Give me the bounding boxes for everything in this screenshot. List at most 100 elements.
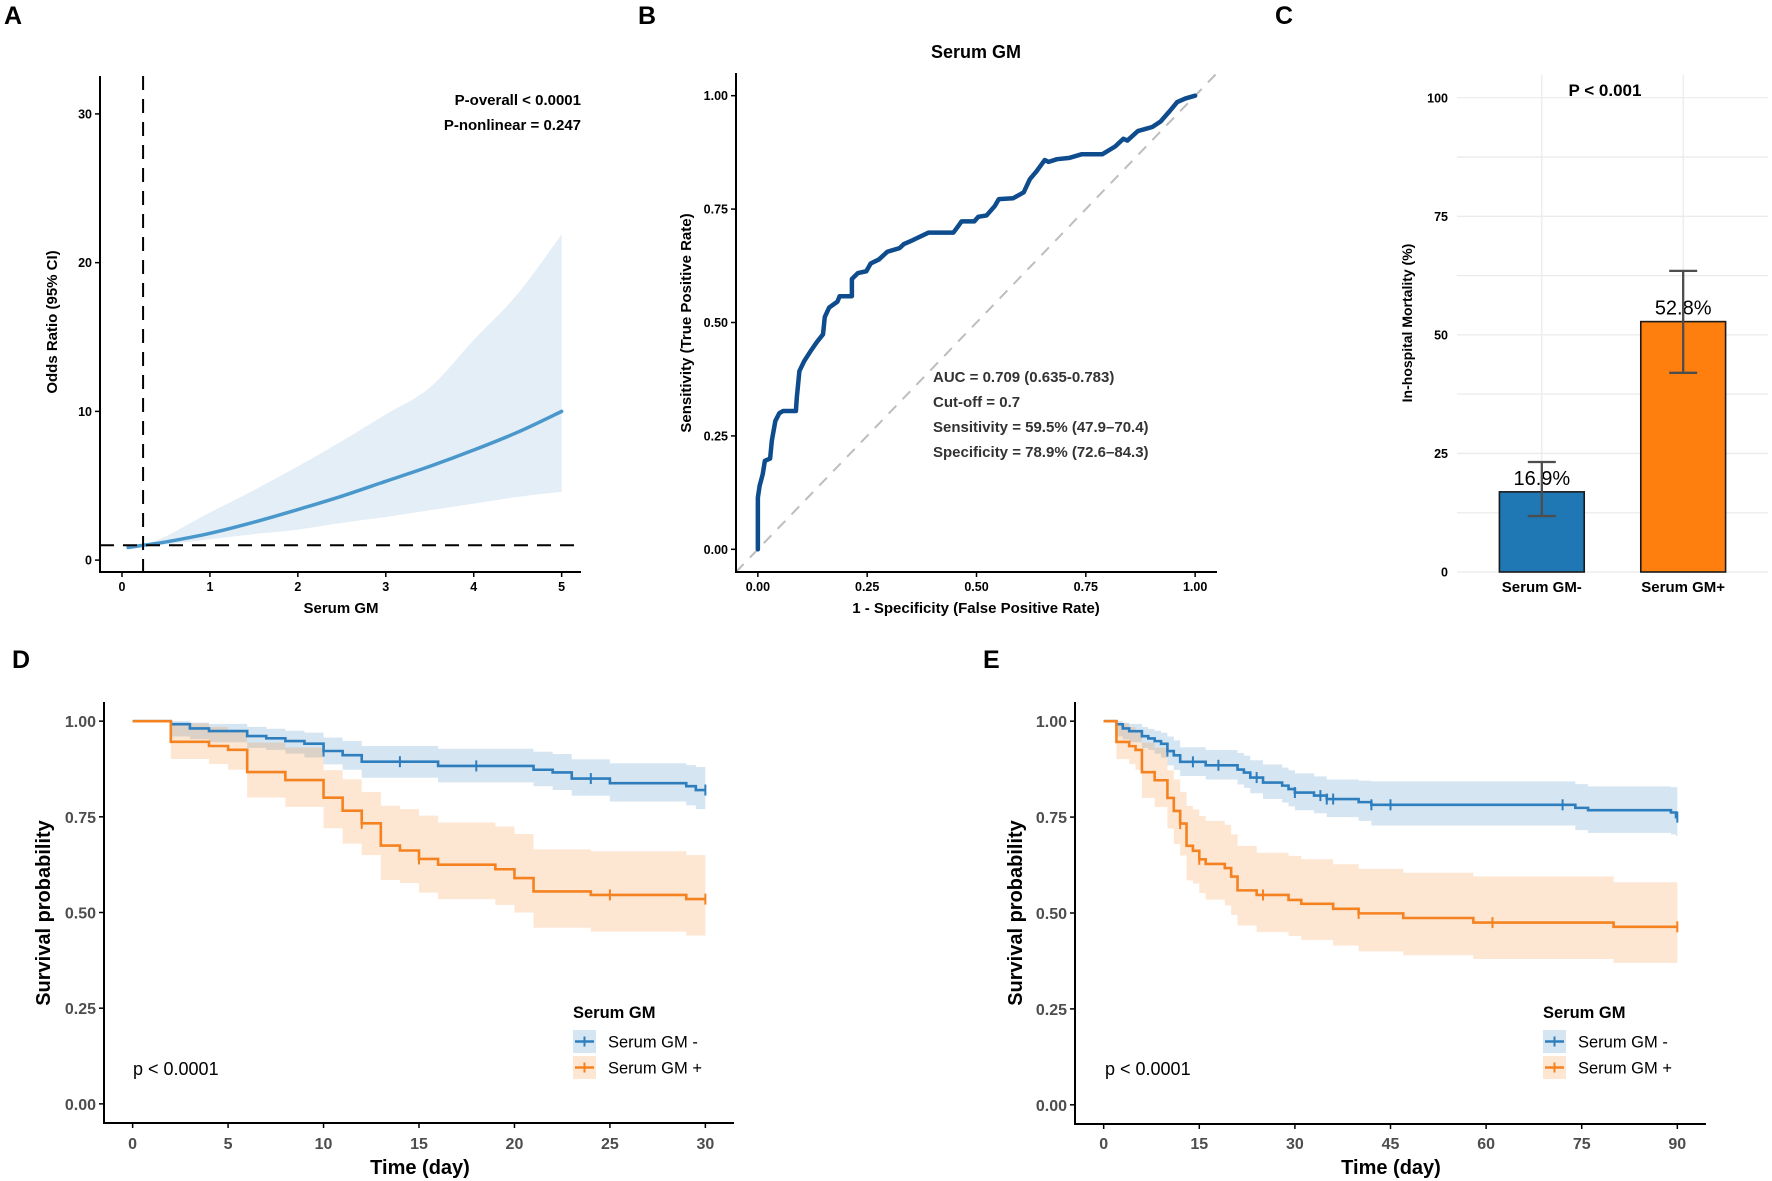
legend-label: Serum GM +: [1578, 1060, 1672, 1078]
y-tick-label: 75: [1434, 210, 1448, 224]
survival-curve-serum-gm-negative: [1103, 719, 1678, 819]
legend-item-serum-gm-negative: Serum GM -: [1543, 1030, 1668, 1053]
y-tick-label: 0.75: [1036, 810, 1067, 827]
x-tick-label: 5: [558, 580, 565, 594]
x-tick-label: 15: [410, 1136, 428, 1153]
y-tick-label: 10: [78, 405, 92, 419]
x-tick-label: 0: [128, 1136, 137, 1153]
logrank-p-value: p < 0.0001: [1105, 1059, 1191, 1079]
chart-title: Serum GM: [931, 42, 1021, 62]
x-tick-label: 0.50: [964, 580, 988, 594]
y-tick-label: 0: [85, 554, 92, 568]
x-axis-title: Serum GM: [303, 600, 378, 617]
roc-curve: [755, 93, 1198, 552]
y-tick-label: 0.00: [1036, 1098, 1067, 1115]
cutoff-annotation: Cut-off = 0.7: [933, 394, 1020, 411]
legend-label: Serum GM -: [608, 1034, 698, 1052]
ci-band-serum-gm-negative: [1103, 721, 1678, 837]
logrank-p-value: p < 0.0001: [133, 1059, 219, 1079]
y-tick-label: 20: [78, 256, 92, 270]
x-tick-label: 0: [1099, 1136, 1108, 1153]
panel-label-d: D: [12, 646, 30, 674]
x-tick-label: 0.00: [746, 580, 770, 594]
x-tick-label: 25: [601, 1136, 619, 1153]
ci-band-serum-gm-negative: [132, 721, 706, 810]
odds-ratio-curve: [126, 409, 564, 550]
sensitivity-annotation: Sensitivity = 59.5% (47.9–70.4): [933, 419, 1149, 436]
legend-title: Serum GM: [573, 1004, 656, 1022]
x-tick-label: 0.25: [855, 580, 879, 594]
y-tick-label: 0.25: [1036, 1002, 1067, 1019]
x-category-label: Serum GM+: [1641, 579, 1725, 596]
x-tick-label: 20: [506, 1136, 524, 1153]
x-tick-label: 15: [1190, 1136, 1208, 1153]
confidence-band: [128, 234, 562, 549]
x-axis-title: Time (day): [1341, 1157, 1441, 1179]
y-tick-label: 0.50: [704, 316, 728, 330]
y-tick-label: 0.50: [1036, 906, 1067, 923]
y-tick-label: 1.00: [65, 714, 96, 731]
legend-item-serum-gm-positive: Serum GM +: [1543, 1056, 1672, 1079]
x-tick-label: 2: [294, 580, 301, 594]
y-tick-label: 25: [1434, 447, 1448, 461]
specificity-annotation: Specificity = 78.9% (72.6–84.3): [933, 444, 1149, 461]
y-tick-label: 0.25: [704, 429, 728, 443]
x-tick-label: 1.00: [1183, 580, 1207, 594]
p-nonlinear-annotation: P-nonlinear = 0.247: [444, 117, 581, 134]
y-tick-label: 30: [78, 107, 92, 121]
y-tick-label: 0: [1441, 566, 1448, 580]
ci-band-serum-gm-positive: [1103, 721, 1678, 963]
y-tick-label: 0.25: [65, 1001, 96, 1018]
legend-label: Serum GM -: [1578, 1034, 1668, 1052]
survival-curve-serum-gm-positive: [132, 719, 706, 901]
x-tick-label: 10: [315, 1136, 333, 1153]
auc-annotation: AUC = 0.709 (0.635-0.783): [933, 369, 1114, 386]
x-tick-label: 60: [1477, 1136, 1495, 1153]
panel-label-b: B: [638, 2, 656, 30]
x-tick-label: 30: [696, 1136, 714, 1153]
x-tick-label: 0.75: [1074, 580, 1098, 594]
y-tick-label: 1.00: [704, 89, 728, 103]
legend-item-serum-gm-positive: Serum GM +: [573, 1056, 702, 1079]
panel-a-odds-ratio-spline: A 0 10 20 30 0 1 2 3 4 5 P-overall < 0.0001 P-non…: [4, 2, 581, 617]
x-tick-label: 30: [1286, 1136, 1304, 1153]
x-tick-label: 4: [470, 580, 477, 594]
y-tick-label: 0.00: [65, 1097, 96, 1114]
y-axis-title: Sensitivity (True Positive Rate): [678, 213, 695, 432]
y-axis-title: In-hospital Mortality (%): [1399, 244, 1415, 403]
survival-curve-serum-gm-negative: [132, 719, 706, 792]
x-tick-label: 90: [1668, 1136, 1686, 1153]
y-axis-title: Survival probability: [33, 819, 55, 1005]
ci-band-serum-gm-positive: [132, 721, 706, 936]
panel-b-plot-area: 0.00 0.25 0.50 0.75 1.00 0.00 0.25 0.50 0.75 1.00: [704, 72, 1218, 594]
panel-e-plot-area: 0.00 0.25 0.50 0.75 1.00 0 15 30 45 60 75 90: [1036, 702, 1706, 1153]
panel-label-a: A: [4, 2, 22, 30]
legend-label: Serum GM +: [608, 1060, 702, 1078]
y-tick-label: 0.50: [65, 906, 96, 923]
legend-title: Serum GM: [1543, 1004, 1626, 1022]
x-axis-title: 1 - Specificity (False Positive Rate): [852, 600, 1100, 617]
chance-diagonal-line: [735, 72, 1218, 573]
y-tick-label: 0.75: [65, 810, 96, 827]
y-tick-label: 0.75: [704, 203, 728, 217]
x-tick-label: 45: [1382, 1136, 1400, 1153]
x-tick-label: 75: [1573, 1136, 1591, 1153]
panel-e-km-90-day: E 0.00 0.25 0.50 0.75 1.00 0 15 30 45 60 75 90 p < …: [983, 646, 1706, 1179]
panel-d-plot-area: 0.00 0.25 0.50 0.75 1.00 0 5 10 15 20 25 30: [65, 702, 734, 1153]
x-category-label: Serum GM-: [1502, 579, 1582, 596]
y-tick-label: 50: [1434, 328, 1448, 342]
legend-item-serum-gm-negative: Serum GM -: [573, 1030, 698, 1053]
p-overall-annotation: P-overall < 0.0001: [455, 92, 581, 109]
x-tick-label: 1: [206, 580, 213, 594]
y-tick-label: 100: [1427, 91, 1448, 105]
x-tick-label: 3: [382, 580, 389, 594]
x-axis-title: Time (day): [370, 1157, 470, 1179]
x-tick-label: 0: [119, 580, 126, 594]
p-value-annotation: P < 0.001: [1569, 81, 1642, 100]
legend: Serum GM Serum GM - Serum GM +: [1543, 1004, 1672, 1079]
y-tick-label: 1.00: [1036, 714, 1067, 731]
panel-b-roc-curve: B Serum GM 0.000.250.500.751.000.00 0.25 0…: [638, 2, 1218, 617]
